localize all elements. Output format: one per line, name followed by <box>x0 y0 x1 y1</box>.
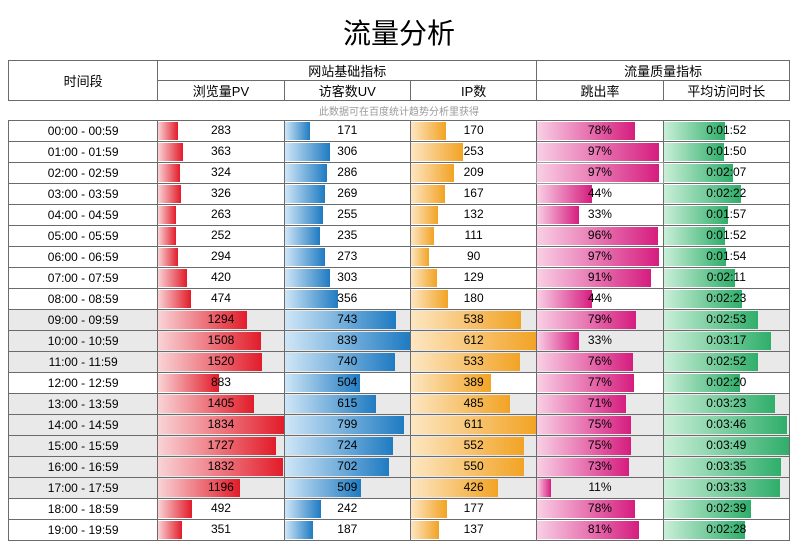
cell-time: 08:00 - 08:59 <box>9 289 158 310</box>
cell-time: 02:00 - 02:59 <box>9 163 158 184</box>
cell-time: 10:00 - 10:59 <box>9 331 158 352</box>
th-group-basic: 网站基础指标 <box>158 61 537 81</box>
cell-time: 12:00 - 12:59 <box>9 373 158 394</box>
table-row: 02:00 - 02:59 324 286 209 97% 0:02:07 <box>9 163 790 184</box>
cell-time: 13:00 - 13:59 <box>9 394 158 415</box>
cell-time: 17:00 - 17:59 <box>9 478 158 499</box>
cell-time: 06:00 - 06:59 <box>9 247 158 268</box>
table-row: 04:00 - 04:59 263 255 132 33% 0:01:57 <box>9 205 790 226</box>
cell-time: 16:00 - 16:59 <box>9 457 158 478</box>
th-bounce: 跳出率 <box>537 81 663 101</box>
cell-time: 18:00 - 18:59 <box>9 499 158 520</box>
table-row: 14:00 - 14:59 1834 799 611 75% 0:03:46 <box>9 415 790 436</box>
table-row: 07:00 - 07:59 420 303 129 91% 0:02:11 <box>9 268 790 289</box>
cell-time: 03:00 - 03:59 <box>9 184 158 205</box>
cell-time: 00:00 - 00:59 <box>9 121 158 142</box>
table-row: 03:00 - 03:59 326 269 167 44% 0:02:22 <box>9 184 790 205</box>
sub-note: 此数据可在百度统计趋势分析里获得 <box>9 101 790 121</box>
table-row: 08:00 - 08:59 474 356 180 44% 0:02:23 <box>9 289 790 310</box>
cell-time: 04:00 - 04:59 <box>9 205 158 226</box>
table-row: 13:00 - 13:59 1405 615 485 71% 0:03:23 <box>9 394 790 415</box>
cell-time: 19:00 - 19:59 <box>9 520 158 541</box>
table-row: 15:00 - 15:59 1727 724 552 75% 0:03:49 <box>9 436 790 457</box>
th-pv: 浏览量PV <box>158 81 284 101</box>
th-uv: 访客数UV <box>284 81 410 101</box>
table-row: 06:00 - 06:59 294 273 90 97% 0:01:54 <box>9 247 790 268</box>
table-row: 19:00 - 19:59 351 187 137 81% 0:02:28 <box>9 520 790 541</box>
cell-time: 07:00 - 07:59 <box>9 268 158 289</box>
table-row: 01:00 - 01:59 363 306 253 97% 0:01:50 <box>9 142 790 163</box>
table-row: 16:00 - 16:59 1832 702 550 73% 0:03:35 <box>9 457 790 478</box>
table-row: 12:00 - 12:59 883 504 389 77% 0:02:20 <box>9 373 790 394</box>
cell-time: 09:00 - 09:59 <box>9 310 158 331</box>
th-group-quality: 流量质量指标 <box>537 61 790 81</box>
th-ip: IP数 <box>410 81 536 101</box>
th-time: 时间段 <box>9 61 158 101</box>
cell-time: 05:00 - 05:59 <box>9 226 158 247</box>
cell-time: 11:00 - 11:59 <box>9 352 158 373</box>
table-row: 17:00 - 17:59 1196 509 426 11% 0:03:33 <box>9 478 790 499</box>
page-title: 流量分析 <box>8 8 790 60</box>
cell-time: 01:00 - 01:59 <box>9 142 158 163</box>
cell-time: 15:00 - 15:59 <box>9 436 158 457</box>
table-row: 10:00 - 10:59 1508 839 612 33% 0:03:17 <box>9 331 790 352</box>
traffic-table: 时间段 网站基础指标 流量质量指标 浏览量PV 访客数UV IP数 跳出率 平均… <box>8 60 790 541</box>
table-row: 18:00 - 18:59 492 242 177 78% 0:02:39 <box>9 499 790 520</box>
table-row: 00:00 - 00:59 283 171 170 78% 0:01:52 <box>9 121 790 142</box>
table-row: 05:00 - 05:59 252 235 111 96% 0:01:52 <box>9 226 790 247</box>
table-row: 11:00 - 11:59 1520 740 533 76% 0:02:52 <box>9 352 790 373</box>
cell-time: 14:00 - 14:59 <box>9 415 158 436</box>
th-avgtime: 平均访问时长 <box>663 81 789 101</box>
table-row: 09:00 - 09:59 1294 743 538 79% 0:02:53 <box>9 310 790 331</box>
